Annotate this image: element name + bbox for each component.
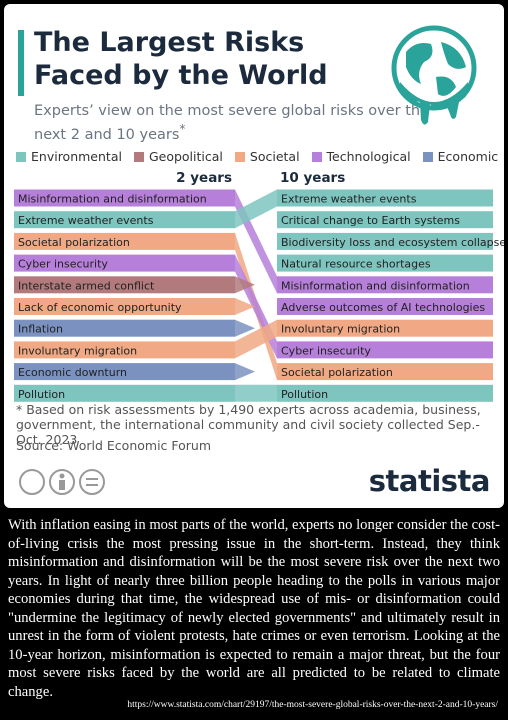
risk-bar	[277, 254, 493, 272]
risk-bar	[14, 232, 235, 250]
risk-bar	[14, 276, 235, 294]
column-heading: 10 years	[280, 170, 345, 186]
license-icons	[19, 469, 105, 495]
title-accent	[18, 30, 24, 96]
risk-label: Natural resource shortages	[281, 258, 431, 271]
risk-label: Adverse outcomes of AI technologies	[281, 301, 485, 314]
infographic-card: The Largest Risks Faced by the World Exp…	[4, 4, 504, 508]
risk-bar	[14, 363, 235, 381]
risk-bar	[14, 254, 235, 272]
risk-bar	[277, 341, 493, 359]
risk-label: Cyber insecurity	[281, 344, 371, 357]
column-heading: 2 years	[176, 170, 232, 186]
legend-item: Economic	[422, 149, 499, 164]
legend-swatch	[133, 151, 144, 162]
risk-label: Critical change to Earth systems	[281, 214, 460, 227]
legend-label: Societal	[249, 149, 300, 164]
connector	[235, 298, 255, 315]
legend-item: Environmental	[16, 149, 122, 164]
rank-chart: 2 years 10 years Misinformation and disinf…	[14, 170, 504, 402]
subtitle: Experts’ view on the most severe global …	[34, 102, 434, 144]
globe-icon	[391, 25, 477, 125]
risk-label: Extreme weather events	[18, 214, 154, 227]
connector	[235, 276, 255, 294]
risk-label: Pollution	[18, 388, 65, 401]
title: The Largest Risks Faced by the World	[34, 27, 328, 91]
source-url: https://www.statista.com/chart/29197/the…	[127, 700, 498, 710]
connector	[235, 384, 277, 402]
legend-item: Societal	[234, 149, 300, 164]
risk-label: Involuntary migration	[281, 323, 400, 336]
risk-bar	[14, 384, 235, 402]
legend-label: Geopolitical	[148, 149, 223, 164]
risk-bar	[14, 211, 235, 229]
subtitle-text: Experts’ view on the most severe global …	[34, 103, 430, 143]
risk-label: Misinformation and disinformation	[18, 193, 207, 206]
legend-item: Geopolitical	[133, 149, 223, 164]
risk-label: Societal polarization	[281, 366, 393, 379]
legend-swatch	[311, 151, 322, 162]
legend-swatch	[234, 151, 245, 162]
risk-label: Pollution	[281, 388, 328, 401]
risk-bar	[14, 341, 235, 359]
legend-label: Environmental	[31, 149, 122, 164]
connector	[235, 363, 255, 381]
risk-bar	[277, 232, 493, 250]
risk-bar	[14, 189, 235, 207]
source: Source: World Economic Forum	[16, 438, 212, 453]
risk-bar	[277, 189, 493, 207]
risk-label: Interstate armed conflict	[18, 279, 155, 292]
subtitle-mark: *	[179, 122, 186, 136]
footnote: * Based on risk assessments by 1,490 exp…	[16, 402, 481, 447]
caption: With inflation easing in most parts of t…	[8, 517, 500, 700]
legend-swatch	[422, 151, 433, 162]
risk-label: Cyber insecurity	[18, 258, 108, 271]
legend-item: Technological	[311, 149, 411, 164]
risk-bar	[277, 319, 493, 337]
risk-label: Inflation	[18, 323, 63, 336]
risk-label: Misinformation and disinformation	[281, 279, 470, 292]
legend-label: Economic	[437, 149, 499, 164]
risk-bar	[14, 319, 235, 337]
risk-bar	[277, 298, 493, 315]
risk-label: Involuntary migration	[18, 344, 137, 357]
risk-label: Economic downturn	[18, 366, 127, 379]
legend: Environmental Geopolitical Societal Technol…	[16, 149, 504, 164]
risk-bar	[277, 276, 493, 294]
risk-label: Lack of economic opportunity	[18, 301, 182, 314]
connector	[235, 189, 277, 229]
risk-bar	[14, 298, 235, 315]
risk-bar	[277, 384, 493, 402]
risk-label: Extreme weather events	[281, 193, 417, 206]
logo: statista	[368, 464, 491, 498]
legend-label: Technological	[326, 149, 411, 164]
connector	[235, 319, 255, 337]
risk-bar	[277, 363, 493, 381]
risk-label: Societal polarization	[18, 236, 130, 249]
connector	[235, 319, 277, 359]
legend-swatch	[16, 151, 26, 162]
risk-bar	[277, 211, 493, 229]
risk-label: Biodiversity loss and ecosystem collapse	[281, 236, 504, 249]
